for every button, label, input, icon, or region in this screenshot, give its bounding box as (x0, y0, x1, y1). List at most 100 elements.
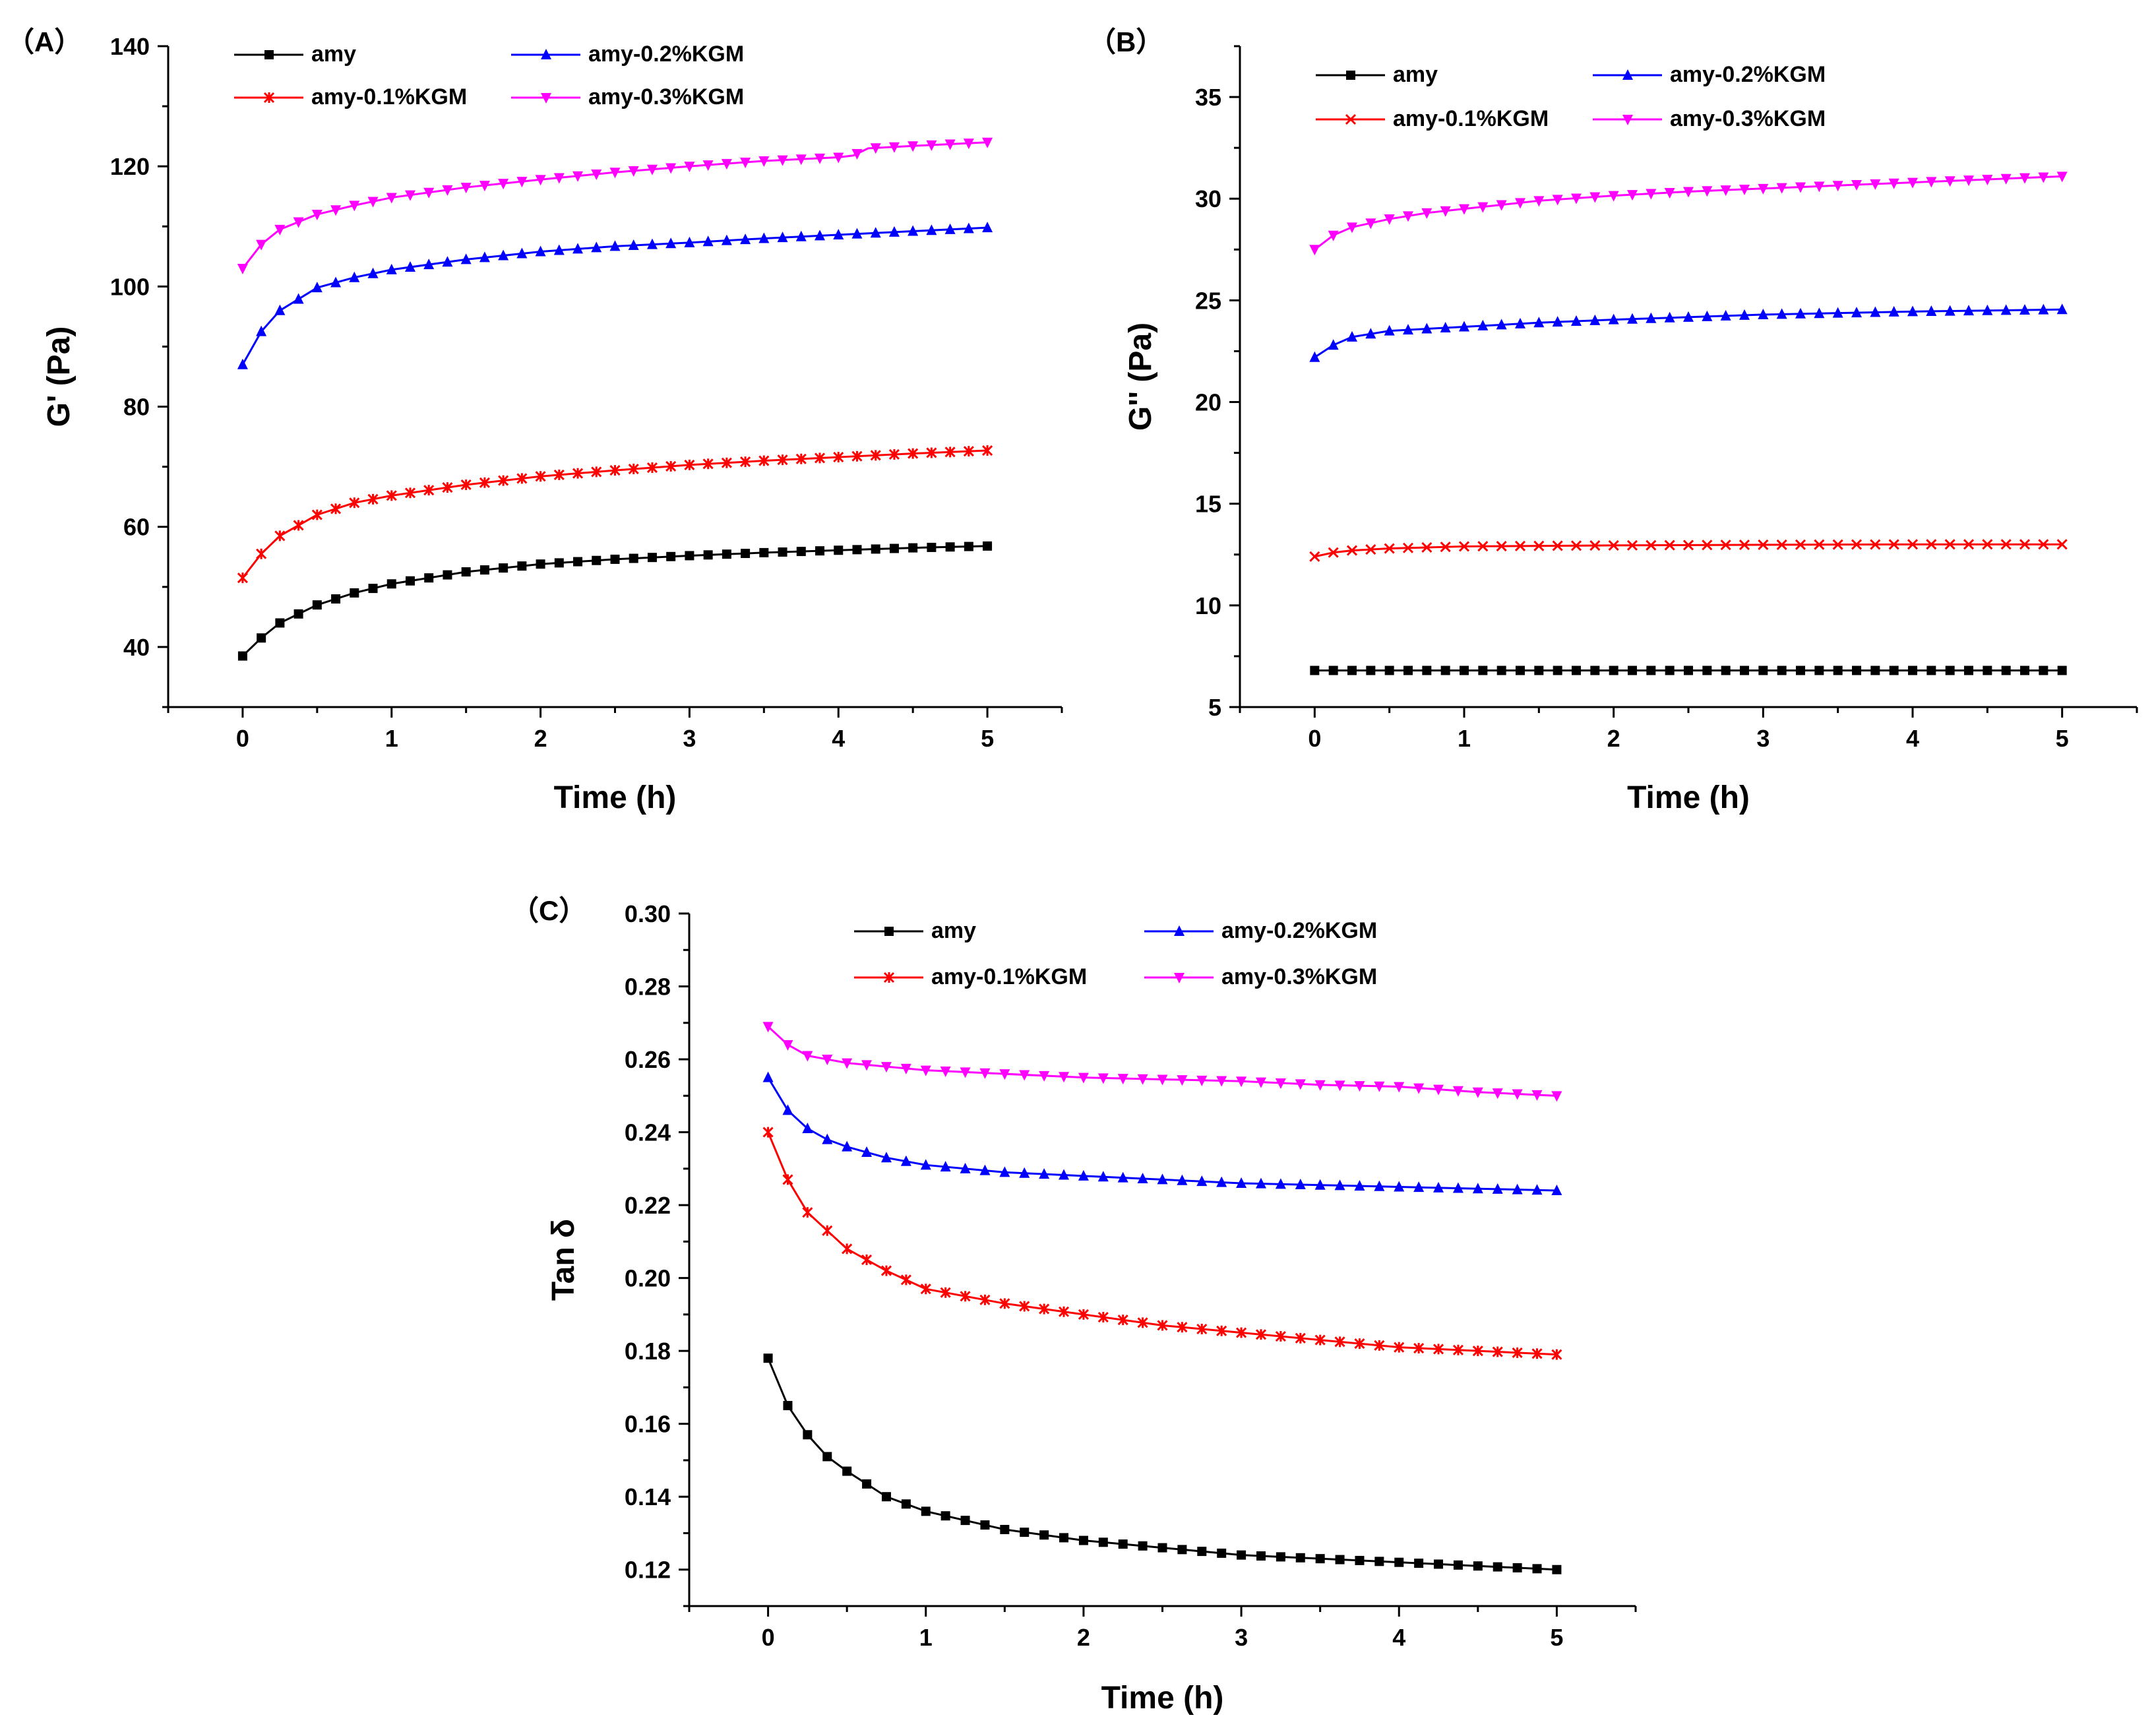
data-point (762, 1022, 774, 1033)
data-point (740, 456, 751, 468)
data-point (461, 567, 471, 577)
data-point (803, 1430, 813, 1440)
data-point (1776, 183, 1787, 194)
series-amy (237, 541, 993, 661)
legend-label: amy (311, 42, 356, 67)
series-amy-0-2-kgm (762, 1071, 1562, 1195)
data-point (1452, 1182, 1463, 1193)
data-point (960, 1516, 970, 1526)
data-point (1870, 539, 1881, 550)
data-point (702, 458, 714, 470)
data-point (1295, 1553, 1305, 1563)
data-point (2056, 171, 2068, 183)
data-point (1477, 541, 1489, 552)
data-point (822, 1133, 833, 1144)
data-point (1137, 1317, 1148, 1328)
data-point (257, 633, 266, 643)
data-point (1413, 1342, 1425, 1354)
data-point (1870, 306, 1881, 317)
data-point (1851, 307, 1862, 318)
data-point (1702, 186, 1713, 197)
data-point (1852, 666, 1861, 675)
data-point (926, 224, 937, 235)
legend-marker (884, 927, 894, 936)
y-tick-label: 0.24 (625, 1119, 671, 1146)
data-point (1926, 539, 1937, 550)
data-point (1059, 1072, 1070, 1083)
data-point (1328, 547, 1339, 558)
data-point (983, 541, 993, 551)
data-point (1295, 1179, 1306, 1190)
data-point (834, 545, 844, 555)
data-point (404, 190, 416, 201)
data-point (982, 137, 993, 148)
data-point (628, 463, 639, 475)
data-point (1177, 1545, 1187, 1555)
panel-label: （A） (7, 26, 82, 57)
data-point (535, 471, 546, 482)
panel-a: 0 1 2 3 4 5 40 60 80 100 120 140 Time (h) G' (Pa) （A） a… (7, 26, 1063, 815)
data-point (960, 1162, 971, 1173)
data-point (609, 465, 621, 476)
data-point (1365, 328, 1376, 339)
data-point (1758, 183, 1769, 195)
y-tick-label: 15 (1195, 491, 1221, 518)
data-point (1314, 1334, 1326, 1346)
data-point (1394, 1181, 1405, 1192)
data-point (1683, 187, 1694, 198)
data-point (1551, 1349, 1562, 1360)
data-point (921, 1506, 931, 1516)
y-tick-label: 0.18 (625, 1338, 671, 1365)
data-point (721, 159, 732, 170)
data-point (1682, 540, 1694, 551)
data-point (274, 530, 286, 542)
data-point (1477, 319, 1489, 330)
data-point (1459, 321, 1469, 332)
data-point (1255, 1077, 1266, 1088)
data-point (1515, 198, 1525, 209)
x-tick-label: 0 (236, 725, 249, 752)
data-point (1589, 192, 1601, 203)
data-point (256, 239, 267, 251)
data-point (940, 1287, 951, 1298)
data-point (1739, 184, 1750, 195)
data-point (647, 553, 657, 563)
data-point (386, 193, 397, 204)
data-point (1413, 1083, 1425, 1094)
data-point (815, 546, 825, 556)
data-point (1945, 666, 1955, 675)
y-axis-label: G' (Pa) (42, 326, 77, 427)
data-point (1944, 305, 1956, 316)
data-point (1758, 539, 1769, 551)
data-point (368, 584, 378, 594)
data-point (1776, 539, 1787, 550)
data-point (880, 1152, 892, 1163)
data-point (1590, 666, 1600, 675)
data-point (1384, 325, 1395, 336)
legend-label: amy-0.3%KGM (1221, 964, 1377, 989)
data-point (796, 547, 806, 557)
panel-c: 0 1 2 3 4 5 0.12 0.14 0.16 0.18 0.20 0.22 0.24 0.26 0.… (511, 895, 1637, 1716)
data-point (1394, 1082, 1405, 1093)
data-point (367, 493, 379, 505)
data-point (1098, 1537, 1108, 1547)
data-point (802, 1123, 813, 1134)
data-point (889, 543, 899, 553)
data-point (1472, 1346, 1483, 1357)
data-point (1832, 539, 1843, 550)
data-point (999, 1166, 1010, 1177)
data-point (498, 179, 509, 190)
data-point (404, 261, 416, 272)
data-point (1314, 1080, 1326, 1091)
data-point (783, 1401, 793, 1411)
data-point (1196, 1075, 1208, 1086)
data-point (762, 1127, 774, 1138)
data-point (665, 163, 677, 174)
data-point (795, 453, 807, 464)
data-point (1552, 540, 1563, 551)
data-point (1492, 1088, 1503, 1100)
data-point (460, 253, 472, 264)
data-point (1851, 180, 1862, 191)
data-point (293, 217, 304, 228)
data-point (979, 1294, 991, 1305)
